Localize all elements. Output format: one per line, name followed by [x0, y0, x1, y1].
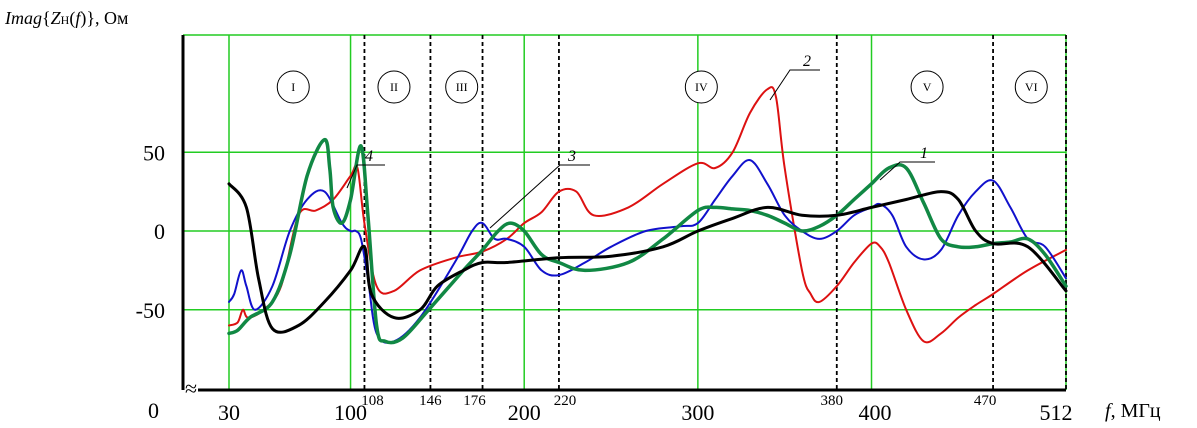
y-zero-label: 0 — [148, 398, 159, 423]
curve-label-leader — [489, 164, 590, 229]
x-band-tick-label: 146 — [419, 393, 442, 409]
x-tick-label: 100 — [334, 400, 367, 425]
curve-label: 3 — [567, 148, 576, 165]
band-circle — [684, 70, 718, 104]
band-circle — [377, 70, 411, 104]
series-line-1 — [227, 182, 1068, 334]
curve-label-leader — [346, 164, 385, 189]
labels: 1 2 3 4 50 0 -50 30 100 200 300 400 512 108 146 176 220 3… — [136, 53, 1073, 425]
curve-label-leader — [879, 161, 935, 181]
band-circle — [276, 70, 310, 104]
band-label: III — [456, 80, 468, 94]
x-band-tick-label: 176 — [463, 393, 486, 409]
curve-label-leader — [769, 69, 820, 101]
curve-label: 4 — [365, 148, 373, 165]
band-circle — [910, 70, 944, 104]
series-lines — [227, 86, 1068, 345]
x-band-tick-label: 220 — [554, 393, 577, 409]
y-tick-label: 50 — [143, 140, 165, 165]
series-line-4 — [227, 137, 1068, 345]
band-circle — [445, 70, 479, 104]
frequency-bands: I II III IV V VI — [276, 35, 1067, 390]
x-tick-label: 200 — [508, 400, 541, 425]
x-band-tick-label: 470 — [974, 393, 997, 409]
x-tick-label: 512 — [1040, 400, 1073, 425]
band-label: VI — [1025, 80, 1038, 94]
y-axis-title: Imag{ZН(f)}, Ом — [4, 8, 128, 29]
x-band-tick-label: 380 — [821, 393, 844, 409]
y-tick-label: 0 — [154, 219, 165, 244]
curve-label: 1 — [920, 145, 928, 162]
band-label: IV — [695, 80, 708, 94]
curve-label: 2 — [803, 53, 811, 70]
axes — [181, 35, 1066, 392]
x-tick-label: 300 — [681, 400, 714, 425]
band-label: I — [291, 80, 295, 94]
x-tick-label: 30 — [218, 400, 240, 425]
band-circle — [1014, 70, 1048, 104]
x-axis-title: f, МГц — [1105, 400, 1161, 422]
series-line-2 — [228, 86, 1067, 344]
y-tick-label: -50 — [136, 298, 165, 323]
band-label: II — [390, 80, 398, 94]
x-band-tick-label: 108 — [361, 393, 384, 409]
band-label: V — [923, 80, 932, 94]
axis-break-symbol: ≈ — [185, 376, 197, 401]
x-tick-label: 400 — [859, 400, 892, 425]
